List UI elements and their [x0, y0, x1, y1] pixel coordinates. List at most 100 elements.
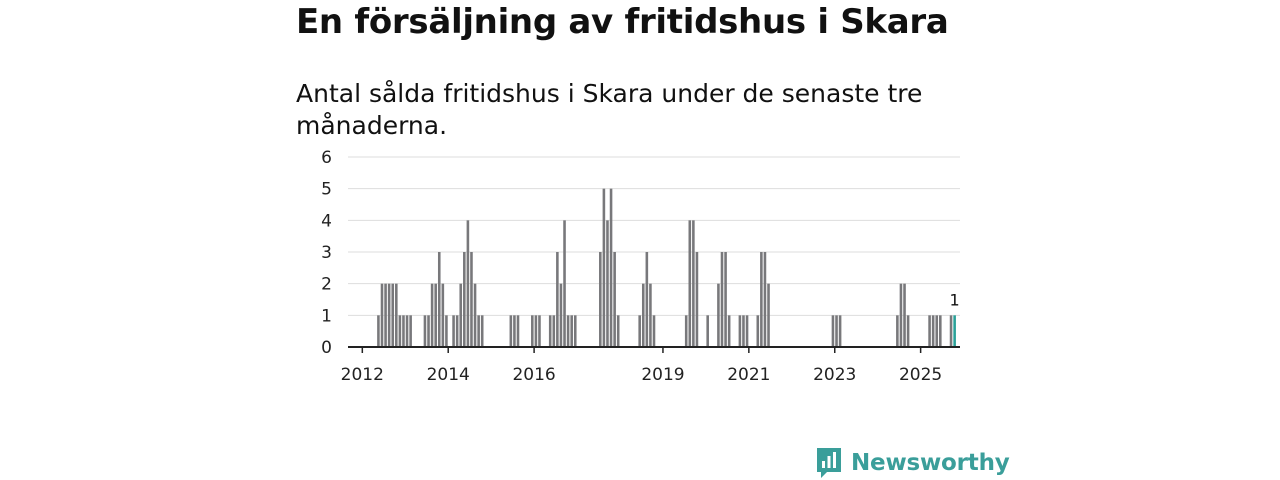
bar	[573, 315, 577, 347]
bar	[949, 315, 953, 347]
bar	[405, 315, 409, 347]
x-tick-label: 2025	[899, 365, 942, 385]
bar	[756, 315, 760, 347]
bar	[480, 315, 484, 347]
bar	[645, 252, 649, 347]
bar	[409, 315, 412, 347]
bar	[692, 220, 695, 347]
bar	[688, 220, 692, 347]
bar	[602, 188, 606, 347]
bar	[455, 315, 459, 347]
bar	[638, 315, 641, 347]
y-tick-label: 1	[321, 306, 332, 326]
bar	[767, 283, 770, 347]
bar	[427, 315, 430, 347]
x-tick-label: 2021	[727, 365, 770, 385]
y-tick-label: 4	[321, 211, 332, 231]
bar	[745, 315, 749, 347]
brand-name: Newsworthy	[851, 450, 1010, 476]
bar	[835, 315, 838, 347]
bar	[477, 315, 480, 347]
bar	[559, 283, 563, 347]
bar	[899, 283, 903, 347]
bar	[513, 315, 516, 347]
y-tick-label: 2	[321, 275, 332, 295]
bar	[423, 315, 427, 347]
bar	[720, 252, 724, 347]
bar	[516, 315, 520, 347]
bar	[763, 252, 767, 347]
bar	[606, 220, 609, 347]
bar	[641, 283, 645, 347]
x-tick-label: 2014	[427, 365, 470, 385]
x-tick-label: 2016	[512, 365, 555, 385]
y-tick-label: 3	[321, 243, 332, 263]
bar	[931, 315, 935, 347]
bar	[395, 283, 398, 347]
bar	[738, 315, 742, 347]
bar	[398, 315, 402, 347]
data-label: 1	[950, 290, 960, 309]
data-labels: 1	[950, 290, 960, 309]
bar	[470, 252, 473, 347]
bar	[695, 252, 699, 347]
bar	[649, 283, 652, 347]
bar	[939, 315, 942, 347]
bar	[684, 315, 688, 347]
bar	[717, 283, 720, 347]
bar	[463, 252, 466, 347]
bar	[613, 252, 616, 347]
bar	[609, 188, 613, 347]
bar-chart: 0 1 2 3 4 5 6 2012 2014 2016 2019 2021 2023 2025 1	[321, 148, 960, 385]
bar	[552, 315, 556, 347]
bar	[387, 283, 391, 347]
bar	[466, 220, 470, 347]
bar	[402, 315, 405, 347]
bar	[831, 315, 835, 347]
bar	[384, 283, 387, 347]
bar	[548, 315, 552, 347]
bar	[928, 315, 931, 347]
bar	[391, 283, 395, 347]
bar	[377, 315, 380, 347]
bar	[566, 315, 570, 347]
chart-subtitle: Antal sålda fritidshus i Skara under de …	[296, 79, 923, 140]
bar	[556, 252, 559, 347]
chart-title: En försäljning av fritidshus i Skara	[296, 2, 949, 42]
bar	[437, 252, 441, 347]
brand: Newsworthy	[815, 446, 1010, 480]
bar	[430, 283, 434, 347]
y-tick-label: 6	[321, 148, 332, 168]
bar	[616, 315, 620, 347]
bar	[380, 283, 384, 347]
bar	[534, 315, 538, 347]
bar	[652, 315, 656, 347]
bar	[563, 220, 566, 347]
y-tick-label: 5	[321, 180, 332, 200]
x-tick-label: 2012	[341, 365, 384, 385]
bar	[838, 315, 842, 347]
bar	[473, 283, 477, 347]
bar	[445, 315, 448, 347]
bar	[459, 283, 463, 347]
newsworthy-logo-icon	[817, 448, 841, 478]
bar	[742, 315, 745, 347]
bar	[903, 283, 906, 347]
bar	[760, 252, 763, 347]
bar	[570, 315, 573, 347]
bar	[531, 315, 534, 347]
bar	[434, 283, 437, 347]
bar	[509, 315, 513, 347]
x-tick-label: 2019	[641, 365, 684, 385]
bar	[935, 315, 939, 347]
x-axis-ticks: 2012 2014 2016 2019 2021 2023 2025	[341, 347, 942, 385]
y-axis-ticks: 0 1 2 3 4 5 6	[321, 148, 332, 358]
bar	[706, 315, 709, 347]
bars	[377, 188, 956, 347]
bar	[727, 315, 731, 347]
bar	[896, 315, 899, 347]
bar	[724, 252, 727, 347]
bar-highlight	[953, 315, 956, 347]
grid-lines	[348, 156, 960, 316]
bar	[906, 315, 910, 347]
